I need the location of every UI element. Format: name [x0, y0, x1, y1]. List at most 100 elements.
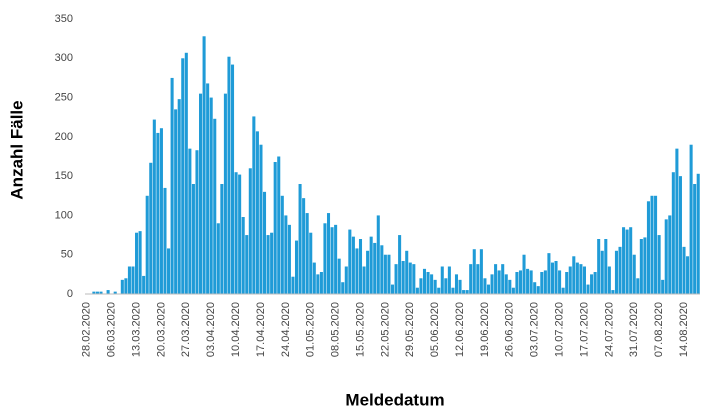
bar [152, 119, 156, 294]
bar [270, 232, 274, 294]
bar [127, 266, 131, 294]
bar [184, 52, 188, 295]
bar [412, 264, 416, 294]
bar [188, 148, 192, 294]
bar [522, 254, 526, 294]
bar [248, 168, 252, 294]
bar [167, 248, 171, 294]
bar [266, 235, 270, 294]
bar [309, 232, 313, 294]
bar [501, 264, 505, 294]
bar [419, 278, 423, 294]
bar [486, 284, 491, 294]
x-tick-label: 08.05.2020 [330, 302, 342, 357]
bar [565, 272, 569, 294]
y-tick-label: 150 [55, 170, 73, 182]
bar [614, 250, 618, 294]
bar [593, 272, 597, 294]
bar [202, 36, 206, 295]
x-tick-label: 13.03.2020 [130, 302, 142, 357]
x-tick-label: 10.07.2020 [553, 302, 565, 357]
bar [216, 223, 220, 294]
bar [124, 278, 128, 294]
bar [607, 266, 611, 294]
bar [511, 287, 515, 294]
bar [582, 266, 586, 294]
bar [479, 249, 483, 294]
bar [558, 270, 562, 294]
x-tick-label: 03.07.2020 [529, 302, 541, 357]
bar [373, 242, 377, 294]
y-tick-label: 350 [55, 13, 73, 25]
x-tick-label: 17.04.2020 [255, 302, 267, 357]
bar [305, 213, 309, 294]
bar [380, 245, 384, 294]
x-tick-label: 24.04.2020 [280, 302, 292, 357]
y-axis-title: Anzahl Fälle [7, 100, 26, 199]
bar [650, 195, 654, 294]
bar [561, 287, 565, 294]
y-tick-label: 250 [55, 91, 73, 103]
bar [415, 287, 419, 294]
bar [223, 93, 227, 295]
bar [526, 268, 530, 294]
x-tick-label: 05.06.2020 [429, 302, 441, 357]
bar [291, 276, 295, 294]
bar [383, 254, 387, 294]
bar [550, 262, 554, 294]
bar [430, 274, 434, 294]
bar [405, 250, 409, 294]
bar [529, 270, 533, 294]
bar [369, 236, 373, 294]
bar [113, 291, 117, 294]
bar [575, 262, 579, 294]
bar [671, 172, 675, 294]
bar [241, 217, 245, 294]
bar [348, 229, 352, 294]
bar [440, 266, 444, 294]
bar [625, 229, 629, 294]
bar [120, 279, 124, 294]
x-tick-label: 15.05.2020 [354, 302, 366, 357]
bar [668, 215, 672, 294]
x-tick-label: 27.03.2020 [180, 302, 192, 357]
bar [191, 184, 195, 294]
x-tick-label: 29.05.2020 [404, 302, 416, 357]
bar [654, 195, 658, 294]
bar [678, 176, 682, 294]
bar [483, 278, 487, 294]
bar [437, 287, 441, 294]
x-tick-label: 20.03.2020 [155, 302, 167, 357]
bar [458, 279, 462, 294]
bar [469, 264, 473, 294]
bar [334, 224, 338, 294]
bar [476, 264, 480, 294]
bar [280, 195, 284, 294]
bar [543, 270, 547, 294]
bar [259, 144, 263, 294]
bar [255, 131, 259, 294]
bar [426, 272, 430, 294]
bar [686, 256, 690, 294]
bar [323, 223, 327, 294]
bar [536, 286, 540, 294]
bar [341, 282, 345, 294]
bar [682, 246, 686, 294]
bar [611, 290, 615, 294]
bar [390, 284, 395, 294]
bar [579, 264, 583, 294]
bar [639, 239, 643, 294]
x-tick-label: 28.02.2020 [81, 302, 93, 357]
x-axis-title: Meldedatum [345, 390, 444, 409]
x-tick-label: 10.04.2020 [230, 302, 242, 357]
bar [262, 191, 267, 294]
bar [693, 184, 697, 294]
bar [646, 201, 650, 294]
bar [344, 266, 348, 294]
bar [675, 148, 679, 294]
bar [586, 284, 590, 294]
bar [518, 270, 523, 294]
bar [366, 250, 370, 294]
bar [231, 64, 235, 294]
bar [629, 227, 633, 294]
